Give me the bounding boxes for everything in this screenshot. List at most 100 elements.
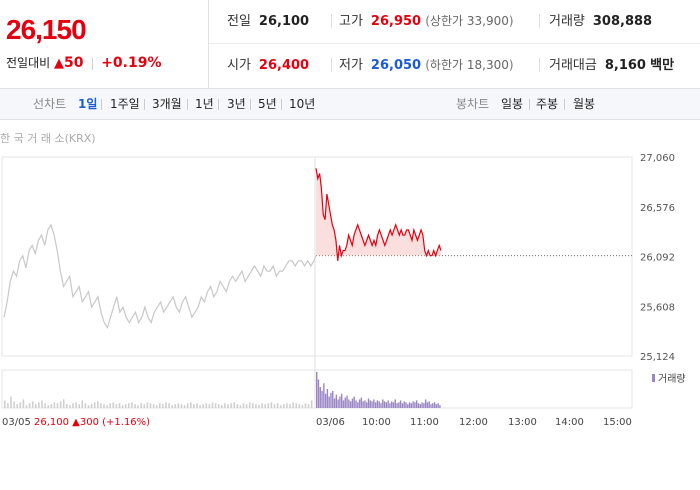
volume-bar [298,404,301,408]
volume-bar [424,399,427,408]
stats-row-2: 시가 26,400 저가 26,050 (하한가 18,300) 거래대금 8,160… [209,44,700,87]
volume-bar [35,404,37,408]
volume-bar [362,401,364,408]
volume-bar [137,405,139,408]
volume-bar [283,404,285,408]
volume-legend-swatch [652,374,655,382]
volume-bar [358,399,361,408]
x-tick-label: 10:00 [362,417,391,428]
volume-bar [317,379,320,408]
volume-bar [276,403,279,408]
stat-sub-value: 33,900 [466,14,509,28]
tab-weekly[interactable]: 주봉 [536,97,559,111]
volume-bar [233,402,235,408]
volume-bar [337,399,339,408]
volume-bar [103,404,105,408]
series-line-prev-day [3,223,315,330]
tab-monthly[interactable]: 월봉 [573,97,596,111]
volume-bar [319,387,321,408]
volume-bar [190,402,192,408]
volume-bar [289,404,291,408]
candle-chart-label: 봉차트 [456,97,490,111]
volume-bar [109,403,111,408]
volume-legend-label: 거래량 [658,373,686,385]
divider [564,99,565,110]
volume-bar [252,403,254,408]
chart-tabs: 선차트 1일 1주일 3개월 1년 3년 5년 10년 봉차트 일봉 주봉 월봉 [0,89,700,120]
volume-bar [430,404,432,408]
prev-day-label: 03/05 26,100 ▲300 (+1.16%) [2,417,150,428]
volume-bar [100,403,102,408]
volume-bar [112,402,115,408]
volume-bar [417,403,420,408]
volume-bar [414,402,416,408]
y-tick-label: 27,060 [640,153,675,164]
volume-bar [146,402,149,408]
volume-bar [183,405,186,408]
tab-10y[interactable]: 10년 [289,97,316,111]
volume-bar [407,404,409,408]
volume-bar [224,403,226,408]
x-tick-label: 14:00 [555,417,584,428]
tab-3y[interactable]: 3년 [227,97,246,111]
volume-bar [199,405,201,408]
volume-bar [248,402,251,408]
volume-bar [186,403,189,408]
volume-bar [53,402,56,408]
volume-bar [162,404,164,408]
volume-bar [41,400,43,408]
volume-bar [22,399,25,408]
current-price: 26,150 [6,14,87,45]
volume-bar [81,400,84,408]
volume-bar [236,404,239,408]
volume-bar [378,401,380,408]
tab-5y[interactable]: 5년 [258,97,277,111]
volume-bar [374,402,377,408]
y-tick-label: 26,576 [640,203,675,214]
volume-bar [255,404,257,408]
volume-bar [152,404,155,408]
tab-daily[interactable]: 일봉 [501,97,524,111]
stat-label: 고가 [339,14,363,29]
x-tick-label: 11:00 [410,417,439,428]
stat-open: 시가 26,400 [227,44,309,87]
volume-bar [391,401,393,408]
volume-bar [366,402,368,408]
tab-3m[interactable]: 3개월 [152,97,182,111]
series-area-today [316,168,441,261]
volume-bar [75,402,77,408]
volume-bar [423,403,425,408]
volume-bar [25,405,28,408]
volume-bar [128,403,130,408]
volume-bar [13,401,15,408]
volume-bar [421,402,423,408]
volume-bar [419,404,421,408]
volume-bar [383,401,386,408]
divider [539,14,540,28]
volume-bar [408,402,411,408]
series-line-today [315,168,442,261]
y-tick-label: 25,608 [640,302,675,313]
volume-bar [227,404,229,408]
volume-bar [78,404,80,408]
divider [218,99,219,110]
stat-high: 고가 26,950 (상한가 33,900) [339,14,514,29]
plot-frame [1,156,633,357]
volume-bar [342,400,345,408]
stat-label: 거래량 [549,14,585,29]
tab-1y[interactable]: 1년 [195,97,214,111]
stat-label: 전일 [227,14,251,29]
change-percent: +0.19% [101,55,162,71]
volume-bar [69,405,71,408]
stat-trade-value: 거래대금 8,160 백만 [549,44,674,87]
volume-bar [134,404,136,408]
tab-1d[interactable]: 1일 [78,97,98,111]
volume-bar [59,401,62,408]
volume-bar [242,403,245,408]
volume-bar [326,389,329,408]
volume-bar [439,405,441,408]
volume-bar [19,402,22,408]
y-tick-label: 26,092 [640,253,675,264]
tab-1w[interactable]: 1주일 [110,97,140,111]
volume-bar [369,400,371,408]
